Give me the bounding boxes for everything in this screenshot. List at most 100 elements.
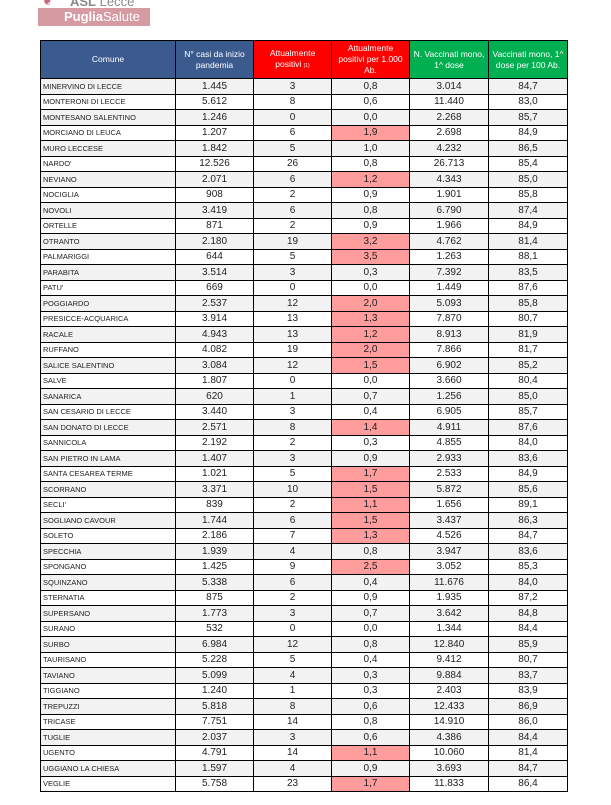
cell-pct: 83,6: [488, 450, 568, 467]
cell-vaccinati: 4.762: [409, 233, 489, 250]
cell-pct: 86,5: [488, 140, 568, 157]
cell-comune: SANTA CESAREA TERME: [40, 465, 176, 482]
cell-vaccinati: 3.014: [409, 78, 489, 95]
table-row: SOGLIANO CAVOUR 1.744 6 1,5 3.437 86,3: [40, 512, 568, 529]
table-row: SANARICA 620 1 0,7 1.256 85,0: [40, 388, 568, 405]
cell-comune: MORCIANO DI LEUCA: [40, 124, 176, 141]
cell-positivi: 4: [253, 543, 332, 560]
table-row: MINERVINO DI LECCE 1.445 3 0,8 3.014 84,7: [40, 78, 568, 95]
cell-casi: 1.807: [175, 372, 254, 389]
cell-per1000: 0,3: [331, 682, 410, 699]
logo-brand-bold: Puglia: [64, 9, 104, 24]
cell-pct: 87,2: [488, 589, 568, 606]
table-row: TIGGIANO 1.240 1 0,3 2.403 83,9: [40, 682, 568, 699]
cell-comune: SPECCHIA: [40, 543, 176, 560]
cell-comune: SALICE SALENTINO: [40, 357, 176, 374]
cell-pct: 85,7: [488, 109, 568, 126]
table-row: SPECCHIA 1.939 4 0,8 3.947 83,6: [40, 543, 568, 560]
cell-positivi: 9: [253, 558, 332, 575]
cell-positivi: 26: [253, 155, 332, 172]
header-comune: Comune: [40, 40, 176, 79]
table-row: SALVE 1.807 0 0,0 3.660 80,4: [40, 372, 568, 389]
cell-comune: UGENTO: [40, 744, 176, 761]
cell-casi: 7.751: [175, 713, 254, 730]
logo-brand-light: Salute: [103, 9, 140, 24]
table-row: NOCIGLIA 908 2 0,9 1.901 85,8: [40, 186, 568, 203]
cell-casi: 1.021: [175, 465, 254, 482]
header-positivi-note: (1): [303, 62, 310, 69]
cell-pct: 80,4: [488, 372, 568, 389]
cell-per1000: 0,8: [331, 155, 410, 172]
cell-comune: PATU': [40, 279, 176, 296]
cell-casi: 3.419: [175, 202, 254, 219]
cell-per1000: 0,9: [331, 217, 410, 234]
cell-casi: 5.758: [175, 775, 254, 792]
cell-per1000: 1,0: [331, 140, 410, 157]
cell-vaccinati: 6.902: [409, 357, 489, 374]
table-row: RUFFANO 4.082 19 2,0 7.866 81,7: [40, 341, 568, 358]
cell-comune: SANARICA: [40, 388, 176, 405]
cell-pct: 86,3: [488, 512, 568, 529]
table-row: MONTERONI DI LECCE 5.612 8 0,6 11.440 83,0: [40, 93, 568, 110]
cell-vaccinati: 7.870: [409, 310, 489, 327]
cell-casi: 1.744: [175, 512, 254, 529]
cell-per1000: 0,6: [331, 93, 410, 110]
table-row: PRESICCE-ACQUARICA 3.914 13 1,3 7.870 80,7: [40, 310, 568, 327]
cell-casi: 2.186: [175, 527, 254, 544]
cell-casi: 3.440: [175, 403, 254, 420]
cell-casi: 1.597: [175, 760, 254, 777]
cell-positivi: 3: [253, 605, 332, 622]
cell-pct: 85,8: [488, 295, 568, 312]
cell-pct: 86,4: [488, 775, 568, 792]
cell-per1000: 0,0: [331, 109, 410, 126]
table-row: SURANO 532 0 0,0 1.344 84,4: [40, 620, 568, 637]
table-row: SPONGANO 1.425 9 2,5 3.052 85,3: [40, 558, 568, 575]
cell-per1000: 1,1: [331, 744, 410, 761]
cell-per1000: 0,7: [331, 388, 410, 405]
cell-casi: 2.037: [175, 729, 254, 746]
logo-top: ❦ ASL Lecce: [42, 0, 134, 9]
cell-per1000: 3,2: [331, 233, 410, 250]
cell-pct: 83,0: [488, 93, 568, 110]
cell-pct: 85,2: [488, 357, 568, 374]
cell-vaccinati: 3.693: [409, 760, 489, 777]
cell-per1000: 0,8: [331, 543, 410, 560]
cell-positivi: 5: [253, 651, 332, 668]
table-row: NARDO' 12.526 26 0,8 26.713 85,4: [40, 155, 568, 172]
cell-positivi: 2: [253, 217, 332, 234]
cell-pct: 85,7: [488, 403, 568, 420]
cell-casi: 3.371: [175, 481, 254, 498]
cell-casi: 1.425: [175, 558, 254, 575]
cell-comune: UGGIANO LA CHIESA: [40, 760, 176, 777]
cell-casi: 1.842: [175, 140, 254, 157]
cell-pct: 84,7: [488, 78, 568, 95]
cell-casi: 644: [175, 248, 254, 265]
cell-per1000: 1,9: [331, 124, 410, 141]
cell-pct: 87,6: [488, 419, 568, 436]
cell-comune: SCORRANO: [40, 481, 176, 498]
cell-vaccinati: 11.676: [409, 574, 489, 591]
cell-pct: 84,9: [488, 465, 568, 482]
cell-positivi: 0: [253, 372, 332, 389]
cell-comune: SAN CESARIO DI LECCE: [40, 403, 176, 420]
cell-casi: 3.514: [175, 264, 254, 281]
cell-pct: 84,0: [488, 574, 568, 591]
cell-positivi: 5: [253, 465, 332, 482]
cell-pct: 83,9: [488, 682, 568, 699]
cell-comune: TUGLIE: [40, 729, 176, 746]
cell-casi: 669: [175, 279, 254, 296]
table-row: SUPERSANO 1.773 3 0,7 3.642 84,8: [40, 605, 568, 622]
cell-comune: PALMARIGGI: [40, 248, 176, 265]
cell-per1000: 1,2: [331, 326, 410, 343]
cell-vaccinati: 4.911: [409, 419, 489, 436]
table-row: TUGLIE 2.037 3 0,6 4.386 84,4: [40, 729, 568, 746]
cell-comune: STERNATIA: [40, 589, 176, 606]
cell-casi: 4.943: [175, 326, 254, 343]
cell-casi: 5.818: [175, 698, 254, 715]
cell-positivi: 23: [253, 775, 332, 792]
cell-vaccinati: 6.790: [409, 202, 489, 219]
cell-per1000: 2,0: [331, 341, 410, 358]
table-row: TREPUZZI 5.818 8 0,6 12.433 86,9: [40, 698, 568, 715]
table-row: SQUINZANO 5.338 6 0,4 11.676 84,0: [40, 574, 568, 591]
cell-comune: TAURISANO: [40, 651, 176, 668]
